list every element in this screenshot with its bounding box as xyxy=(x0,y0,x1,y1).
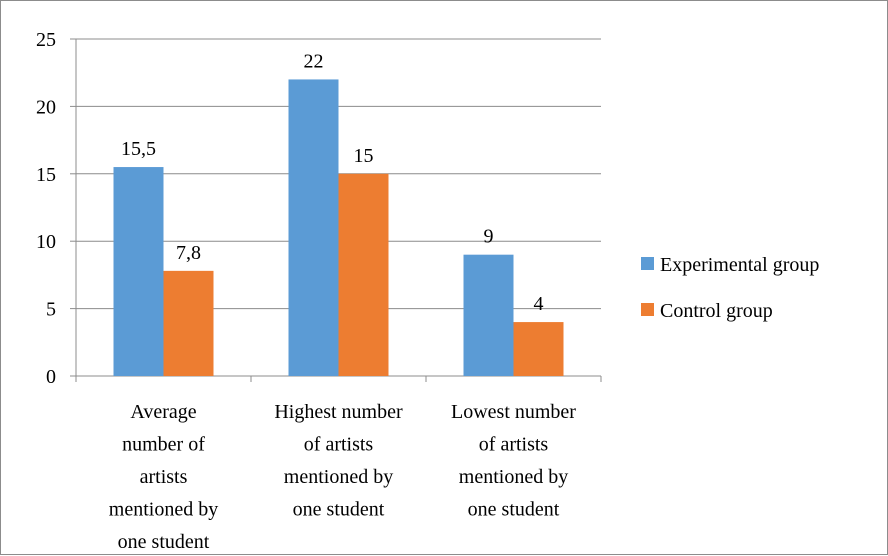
x-category-label-line: one student xyxy=(468,499,560,521)
legend: Experimental group Control group xyxy=(641,254,819,322)
y-tick-label: 0 xyxy=(46,366,56,388)
data-label: 15 xyxy=(354,145,374,167)
y-tick-labels: 0 5 10 15 20 25 xyxy=(36,29,56,388)
legend-swatch xyxy=(641,257,654,270)
x-category-label-line: mentioned by xyxy=(459,466,568,488)
data-label: 15,5 xyxy=(121,138,156,160)
x-category-label-line: number of xyxy=(122,434,205,456)
y-tick-label: 10 xyxy=(36,231,56,253)
x-category-label-line: Highest number xyxy=(274,401,403,423)
x-category-label-line: mentioned by xyxy=(284,466,393,488)
data-label: 9 xyxy=(484,226,494,248)
bar-experimental-2 xyxy=(463,254,514,376)
x-category-label-line: Lowest number xyxy=(451,401,576,423)
data-label: 7,8 xyxy=(176,242,201,264)
x-category-label-line: of artists xyxy=(479,434,549,456)
legend-swatch xyxy=(641,303,654,316)
y-tick-label: 15 xyxy=(36,164,56,186)
bar-control-2 xyxy=(513,322,564,376)
x-category-label-line: one student xyxy=(118,531,210,553)
data-labels: 15,5 7,8 22 15 9 4 xyxy=(121,50,544,315)
x-category-label-line: of artists xyxy=(304,434,374,456)
y-tick-label: 25 xyxy=(36,29,56,51)
bars xyxy=(113,79,564,376)
legend-label: Control group xyxy=(660,300,773,322)
bar-experimental-1 xyxy=(288,79,339,376)
bar-control-1 xyxy=(338,173,389,376)
x-category-labels: Average number of artists mentioned by one s… xyxy=(109,401,577,553)
data-label: 22 xyxy=(304,50,324,72)
bar-experimental-0 xyxy=(113,167,164,376)
y-tick-label: 20 xyxy=(36,96,56,118)
y-tick-label: 5 xyxy=(46,299,56,321)
x-category-label-line: Average xyxy=(130,401,196,423)
x-category-label-line: one student xyxy=(293,499,385,521)
data-label: 4 xyxy=(534,293,544,315)
bar-control-0 xyxy=(163,270,214,376)
legend-label: Experimental group xyxy=(660,254,819,276)
x-category-label-line: mentioned by xyxy=(109,499,218,521)
x-category-label-line: artists xyxy=(140,466,188,488)
